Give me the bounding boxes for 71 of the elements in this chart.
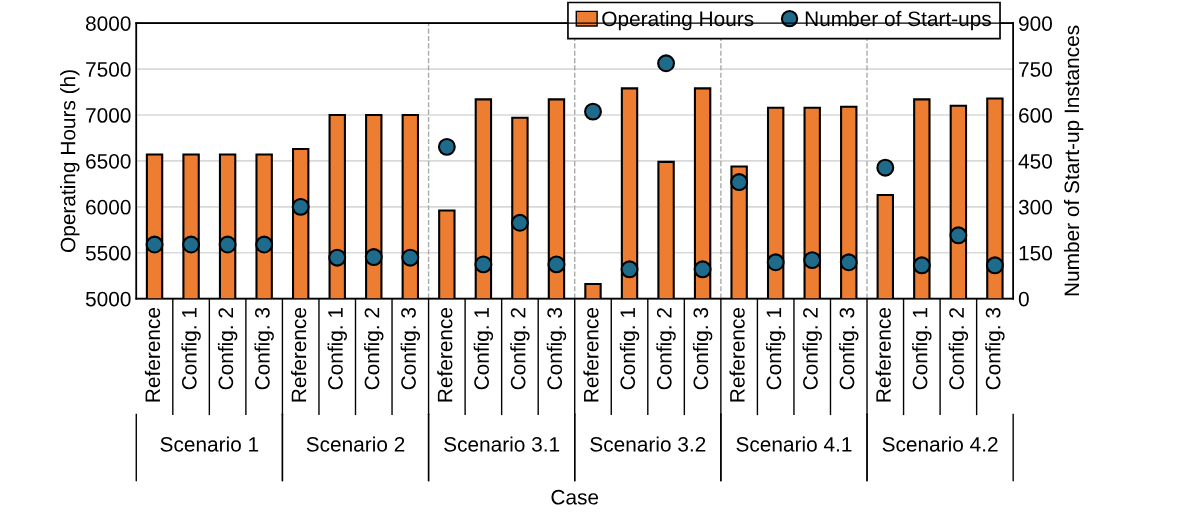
text: Scenario 4.1 [736,436,852,452]
point [255,235,274,254]
text: Scenario 4.2 [882,436,998,452]
point [328,248,347,267]
point [620,260,639,279]
point [766,253,785,272]
x-tick-label: Config. 3 [839,307,859,390]
point [364,248,383,267]
y2-tick-label: 150 [1019,245,1052,261]
point [182,235,201,254]
text: Scenario 2 [306,436,405,452]
x-tick-label: Config. 3 [254,307,274,390]
x-tick-label: Config. 1 [327,308,347,390]
y-axis-title: Operating Hours (h) [60,70,80,252]
x-tick-label: Reference [875,307,891,402]
x-tick-label: Config. 3 [692,307,713,390]
x-tick-label: Config. 1 [181,308,201,390]
x-tick-label: Config. 2 [364,308,384,390]
x-tick-label: Config. 2 [656,308,676,390]
y2-axis-title: Number of Start-up Instances [1063,25,1084,296]
x-tick-label: Config. 3 [400,307,421,390]
x-tick-label: Reference [729,307,745,402]
x-tick-label: Config. 3 [546,307,567,390]
x-tick-label: Config. 1 [765,308,786,390]
x-tick-label: Config. 2 [802,308,822,390]
point [949,226,968,245]
text: Scenario 1 [160,436,259,452]
point [584,102,602,121]
x-tick-label: Config. 2 [217,308,238,390]
x-tick-label: Config. 1 [912,308,932,390]
x-tick-label: Reference [144,307,161,402]
x-tick-label: Reference [437,307,453,402]
point [291,197,310,216]
y-tick-label: 7000 [86,108,131,123]
y-tick-label: 7500 [86,62,131,77]
point [985,256,1004,275]
point [218,235,237,254]
x-tick-label: Reference [291,307,307,402]
y-tick-label: 5000 [85,291,131,307]
y-tick-label: 5500 [85,245,131,261]
y2-tick-label: 600 [1019,108,1052,123]
point [547,255,566,274]
point [437,137,456,156]
point [474,255,493,274]
point [912,256,931,275]
text: Scenario 3.2 [590,436,706,452]
point [401,248,420,267]
y2-tick-label: 300 [1018,199,1052,215]
x-tick-label: Reference [583,307,599,402]
x-tick-label: Config. 1 [473,308,494,390]
point [657,54,676,73]
point [876,158,895,177]
point [803,251,822,270]
y-tick-label: 6000 [86,199,131,215]
point [510,213,529,232]
y2-tick-label: 0 [1018,291,1029,307]
y2-tick-label: 900 [1019,16,1052,31]
x-tick-label: Config. 3 [985,307,1005,390]
text: Scenario 3.1 [444,436,560,452]
y-tick-label: 6500 [86,153,131,169]
x-tick-label: Config. 1 [619,308,640,390]
y2-tick-label: 750 [1019,62,1052,77]
y2-tick-label: 450 [1018,153,1052,169]
y-tick-label: 8000 [85,16,131,31]
x-tick-label: Config. 2 [948,308,969,390]
point [730,173,749,192]
point [145,235,164,254]
x-axis-title: Case [551,489,599,505]
x-tick-label: Config. 2 [510,308,530,390]
point [839,253,858,272]
point [693,260,712,279]
